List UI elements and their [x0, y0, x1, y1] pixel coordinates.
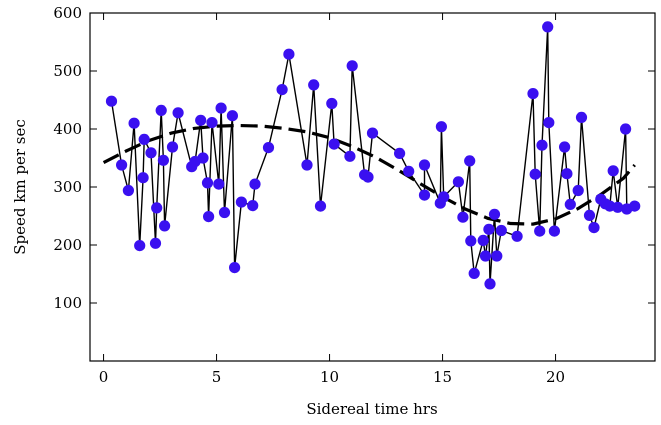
data-point — [479, 250, 492, 262]
data-point — [548, 225, 561, 237]
data-point — [452, 176, 464, 188]
data-point — [249, 178, 261, 190]
data-point — [105, 95, 118, 107]
data-point — [583, 209, 596, 221]
data-point — [326, 97, 338, 110]
data-point — [465, 235, 477, 247]
data-point — [226, 110, 238, 122]
y-tick-label: 200 — [53, 236, 82, 254]
data-point — [457, 211, 469, 223]
y-tick-label: 100 — [53, 294, 82, 312]
data-point — [128, 117, 140, 129]
data-point — [262, 142, 275, 154]
data-point — [543, 117, 555, 129]
data-point — [344, 150, 356, 162]
data-point — [235, 196, 247, 208]
y-tick-label: 500 — [53, 62, 82, 80]
x-tick-label: 5 — [212, 368, 222, 386]
data-point — [122, 184, 134, 197]
data-point — [283, 48, 295, 60]
data-point — [206, 117, 218, 129]
data-point — [197, 152, 209, 164]
data-point — [145, 147, 157, 159]
x-tick-label: 0 — [99, 368, 109, 386]
data-point — [276, 84, 288, 96]
data-point — [247, 200, 259, 212]
data-point — [201, 177, 214, 189]
y-tick-label: 300 — [53, 178, 82, 196]
data-point — [607, 165, 619, 177]
data-point — [301, 159, 313, 171]
data-point — [218, 206, 231, 219]
data-point — [195, 114, 207, 126]
data-point — [151, 202, 163, 214]
data-point — [572, 184, 584, 197]
data-point — [418, 159, 431, 171]
data-point — [362, 171, 374, 183]
y-tick-label: 600 — [53, 4, 82, 22]
data-point — [534, 225, 546, 237]
data-point — [468, 267, 480, 279]
data-point — [308, 79, 320, 91]
data-point — [137, 172, 149, 184]
data-point — [536, 139, 548, 151]
data-point — [588, 222, 600, 234]
data-point — [529, 168, 541, 180]
data-point — [116, 159, 128, 171]
data-point — [346, 60, 358, 72]
data-point — [134, 240, 146, 252]
data-point — [215, 102, 227, 114]
x-axis-label: Sidereal time hrs — [306, 400, 437, 418]
data-point — [328, 138, 340, 150]
data-point — [438, 191, 450, 203]
data-point — [495, 224, 507, 237]
data-point — [629, 200, 641, 212]
data-point — [229, 262, 241, 274]
x-axis-ticks: 0 5 10 15 20 — [99, 13, 565, 386]
y-axis-label: Speed km per sec — [11, 119, 29, 254]
y-axis-ticks: 100 200 300 400 500 600 — [53, 4, 655, 312]
data-point — [203, 211, 215, 223]
data-point — [155, 104, 167, 116]
data-point — [464, 155, 476, 167]
data-point — [477, 234, 489, 246]
x-tick-label: 15 — [433, 368, 452, 386]
data-point — [559, 141, 571, 153]
data-point — [149, 237, 162, 249]
data-point — [138, 133, 150, 145]
data-point — [418, 189, 431, 201]
data-point — [394, 147, 406, 159]
data-point — [166, 141, 179, 153]
data-point — [483, 223, 495, 235]
data-point — [366, 127, 379, 139]
data-point — [159, 220, 171, 232]
data-point — [491, 250, 503, 262]
data-point — [403, 165, 415, 177]
data-point — [157, 154, 169, 166]
data-point — [172, 107, 184, 119]
data-point — [527, 88, 539, 100]
data-point — [564, 198, 576, 210]
data-point — [484, 278, 496, 290]
data-point — [314, 200, 327, 212]
data-point — [612, 201, 624, 213]
x-tick-label: 20 — [546, 368, 565, 386]
data-point — [561, 168, 573, 180]
data-point — [511, 230, 523, 242]
data-point — [435, 121, 447, 133]
y-tick-label: 400 — [53, 120, 82, 138]
plot-area-frame — [89, 12, 656, 362]
data-point — [575, 111, 588, 123]
data-point — [542, 21, 554, 33]
data-point — [488, 208, 501, 220]
data-point — [620, 123, 632, 135]
data-point — [213, 178, 225, 190]
x-tick-label: 10 — [320, 368, 339, 386]
data-points-layer — [105, 21, 641, 290]
